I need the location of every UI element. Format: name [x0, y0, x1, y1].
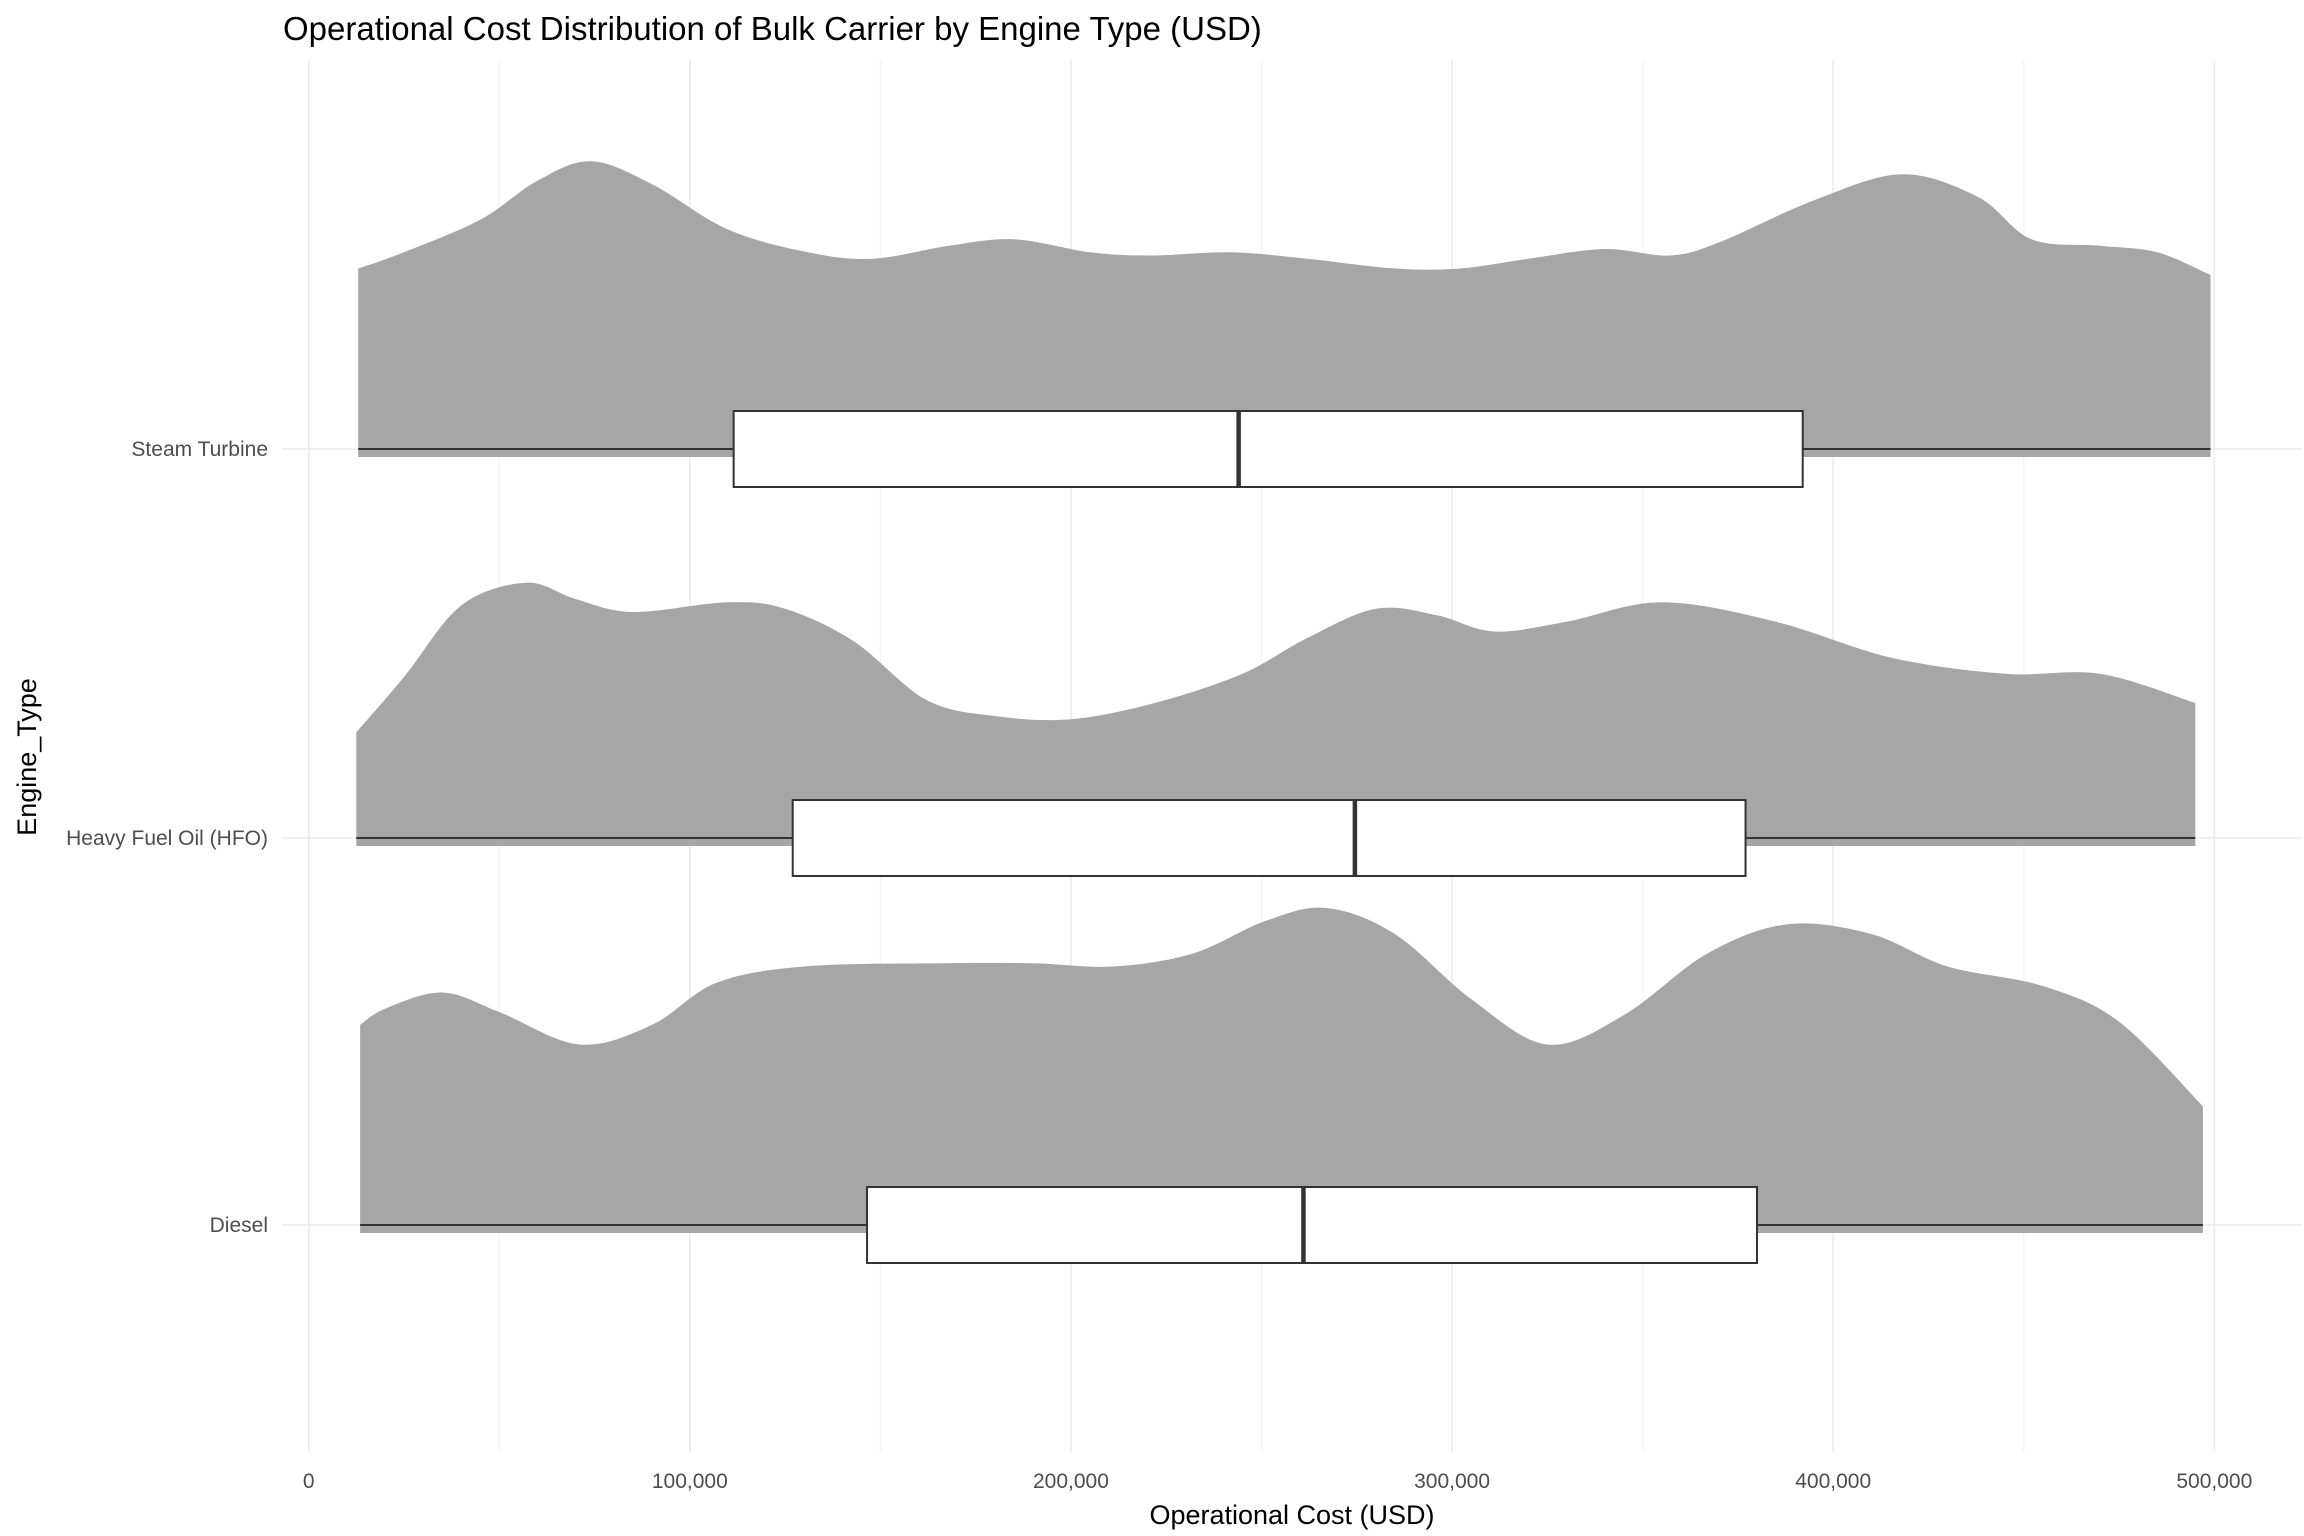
x-tick-label: 100,000	[652, 1470, 728, 1493]
x-tick-label: 300,000	[1414, 1470, 1490, 1493]
x-tick-label: 0	[303, 1470, 315, 1493]
y-tick-label: Heavy Fuel Oil (HFO)	[66, 827, 268, 850]
x-axis-title: Operational Cost (USD)	[1149, 1500, 1434, 1530]
density-ridge	[356, 582, 2196, 846]
density-ridge	[360, 907, 2203, 1233]
chart-title: Operational Cost Distribution of Bulk Ca…	[283, 10, 1262, 47]
y-axis-title: Engine_Type	[12, 678, 42, 836]
y-tick-label: Diesel	[210, 1214, 268, 1237]
boxplot-box	[732, 410, 1804, 488]
boxplots	[356, 410, 2211, 1264]
x-tick-label: 400,000	[1795, 1470, 1871, 1493]
x-axis-tick-labels: 0 100,000 200,000 300,000 400,000 500,000	[303, 1470, 2252, 1493]
boxplot-box	[791, 799, 1747, 877]
y-axis-tick-labels: Diesel Heavy Fuel Oil (HFO) Steam Turbine	[66, 438, 268, 1237]
density-ridges	[356, 161, 2211, 1233]
density-ridge	[358, 161, 2211, 458]
x-tick-label: 200,000	[1033, 1470, 1109, 1493]
x-tick-label: 500,000	[2176, 1470, 2252, 1493]
boxplot-box	[866, 1186, 1758, 1264]
y-tick-label: Steam Turbine	[131, 438, 268, 461]
